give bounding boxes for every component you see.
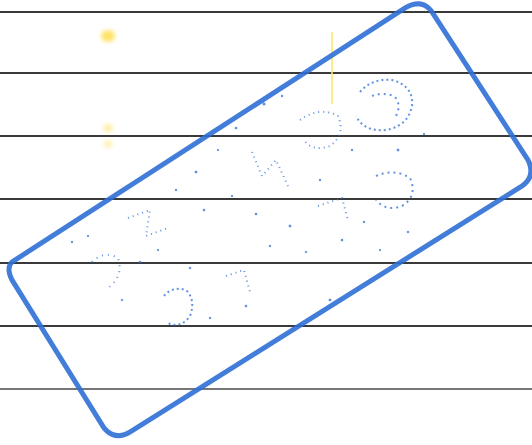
ruled-line: [0, 325, 532, 327]
stamp-speckles: [70, 94, 426, 326]
stamp-border: [6, 1, 532, 439]
ruled-line: [0, 135, 532, 137]
stamp-ink-texture: [70, 78, 426, 326]
ruled-line: [0, 11, 532, 13]
stamp-letter-fragment: [127, 208, 169, 238]
stamp-letter-fragment: [355, 78, 414, 132]
highlighter-stroke: [331, 32, 333, 104]
stamp-letter-fragment: [375, 171, 414, 209]
stamp-letter-fragment: [317, 196, 349, 221]
stamp-letter-fragment: [251, 151, 289, 187]
ruled-line: [0, 72, 532, 74]
stamp-letter-fragment: [91, 253, 121, 289]
stamp-letter-fragment: [299, 110, 342, 149]
stamp-letter-fragment: [371, 93, 400, 117]
stamp-letter-fragment: [225, 268, 251, 293]
highlighter-mark: [103, 124, 113, 132]
highlighter-mark: [103, 140, 113, 148]
ruled-line: [0, 388, 532, 390]
stamp-letter-fragment: [163, 287, 194, 326]
ruled-line: [0, 262, 532, 264]
highlighter-mark: [101, 30, 115, 42]
ruled-line: [0, 198, 532, 200]
